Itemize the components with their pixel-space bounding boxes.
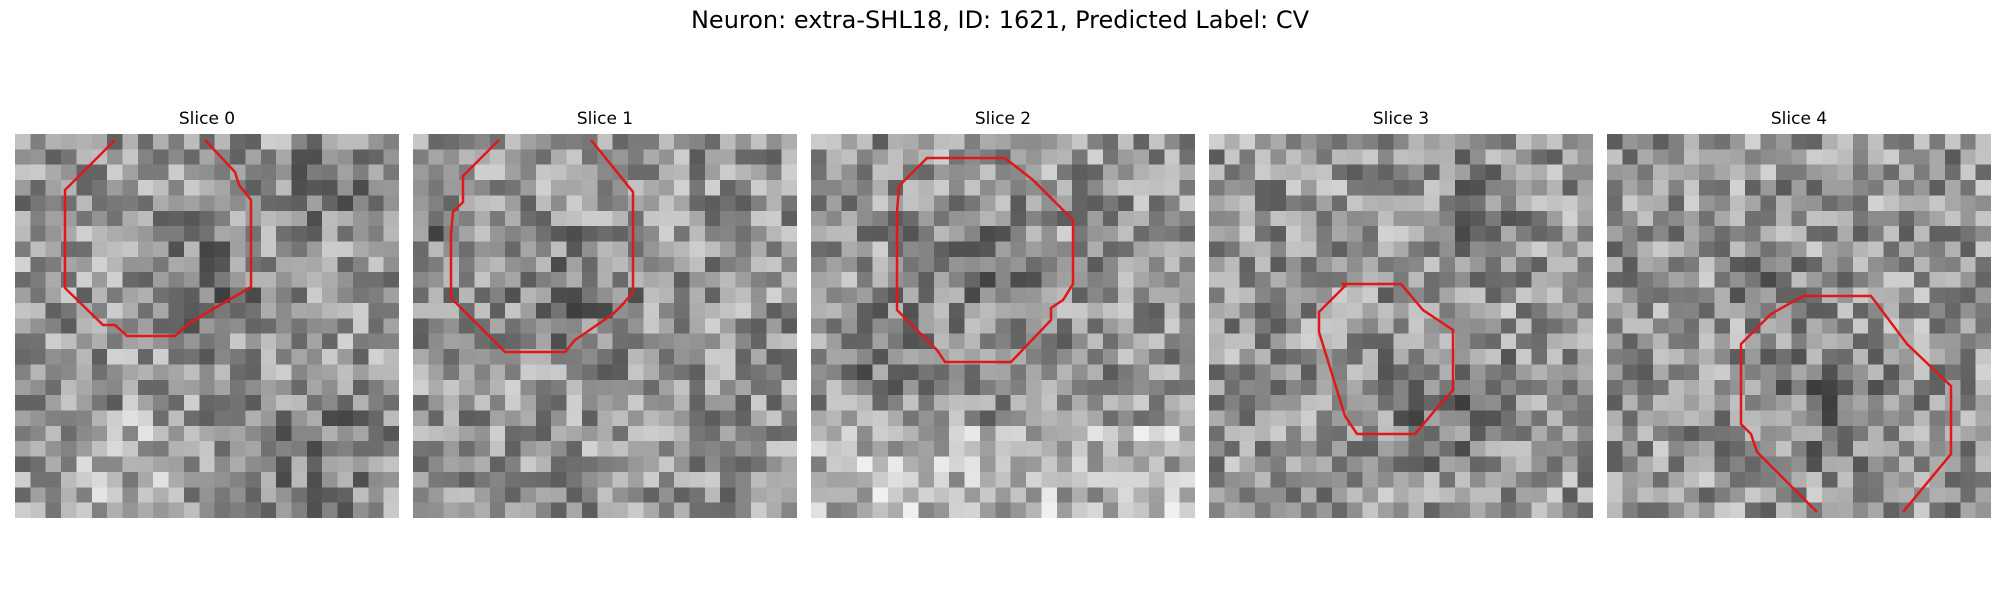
- slice-image: [15, 134, 399, 518]
- figure-title: Neuron: extra-SHL18, ID: 1621, Predicted…: [690, 6, 1310, 34]
- slice-image: [1209, 134, 1593, 518]
- slice-panel-4: Slice 4: [1607, 108, 1991, 518]
- contour-outline: [1739, 294, 1953, 513]
- slice-panel-2: Slice 2: [811, 108, 1195, 518]
- contour-outline: [1317, 282, 1455, 436]
- slice-panel-3: Slice 3: [1209, 108, 1593, 518]
- contour-outline: [449, 139, 635, 354]
- grayscale-pixel-grid: [15, 134, 399, 518]
- slice-panel-0: Slice 0: [15, 108, 399, 518]
- slice-image: [811, 134, 1195, 518]
- contour-outline: [63, 139, 253, 338]
- slice-title: Slice 4: [1770, 109, 1828, 129]
- slice-image: [1607, 134, 1991, 518]
- slice-title: Slice 1: [576, 109, 634, 129]
- slice-title: Slice 2: [974, 109, 1032, 129]
- contour-outline: [895, 156, 1075, 364]
- slice-title: Slice 3: [1372, 109, 1430, 129]
- grayscale-pixel-grid: [413, 134, 797, 518]
- grayscale-pixel-grid: [1607, 134, 1991, 518]
- slice-panel-1: Slice 1: [413, 108, 797, 518]
- grayscale-pixel-grid: [811, 134, 1195, 518]
- slice-image: [413, 134, 797, 518]
- grayscale-pixel-grid: [1209, 134, 1593, 518]
- slice-title: Slice 0: [178, 109, 236, 129]
